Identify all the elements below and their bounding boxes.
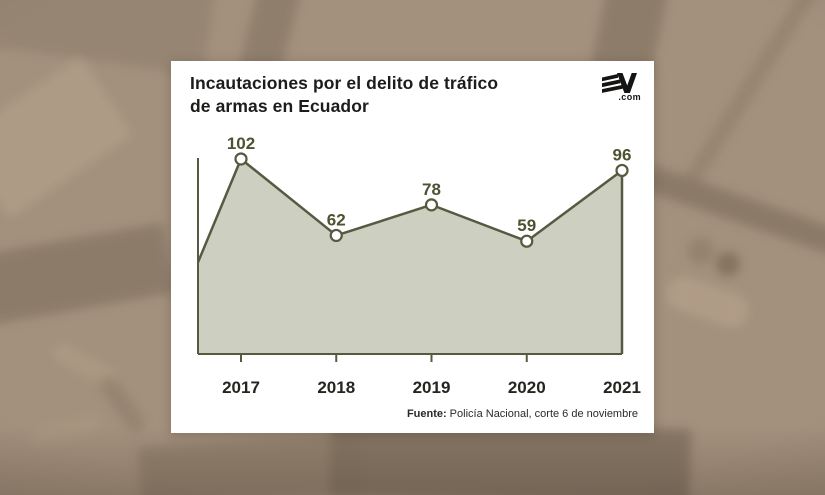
year-label: 2017 bbox=[222, 378, 260, 397]
seizures-area-chart: 102 62 78 59 96 2017 2018 2019 2020 2021 bbox=[196, 134, 641, 397]
source-note: Fuente: Policía Nacional, corte 6 de novi… bbox=[407, 408, 638, 420]
value-label: 62 bbox=[327, 210, 346, 229]
source-label: Fuente: bbox=[406, 408, 447, 420]
source-text: Policía Nacional, corte 6 de noviembre bbox=[449, 408, 638, 420]
value-label: 59 bbox=[517, 216, 536, 235]
area-fill bbox=[198, 158, 622, 354]
value-label: 102 bbox=[227, 134, 255, 153]
year-label: 2020 bbox=[508, 378, 546, 397]
year-label: 2019 bbox=[413, 378, 451, 397]
background-wheel-shape bbox=[716, 252, 740, 276]
chart-title: Incautaciones por el delito de tráfico d… bbox=[190, 72, 580, 118]
data-point-marker bbox=[615, 163, 629, 178]
logo-dotcom-label: .com bbox=[618, 92, 641, 102]
value-label: 96 bbox=[613, 145, 632, 164]
value-label: 78 bbox=[422, 180, 441, 199]
ecuavisa-logo-mark bbox=[602, 73, 637, 93]
year-label: 2018 bbox=[317, 378, 355, 397]
chart-title-line1: Incautaciones por el delito de tráfico bbox=[190, 73, 499, 93]
data-point-marker bbox=[520, 234, 534, 248]
data-point-marker bbox=[329, 228, 343, 243]
year-label: 2021 bbox=[603, 378, 641, 397]
background-wheel-shape bbox=[688, 238, 714, 264]
data-point-marker bbox=[234, 152, 248, 166]
chart-title-line2: de armas en Ecuador bbox=[190, 96, 369, 116]
infographic-card: Incautaciones por el delito de tráfico d… bbox=[171, 61, 654, 433]
data-point-marker bbox=[424, 198, 439, 212]
ecuavisa-logo: .com bbox=[597, 73, 641, 102]
